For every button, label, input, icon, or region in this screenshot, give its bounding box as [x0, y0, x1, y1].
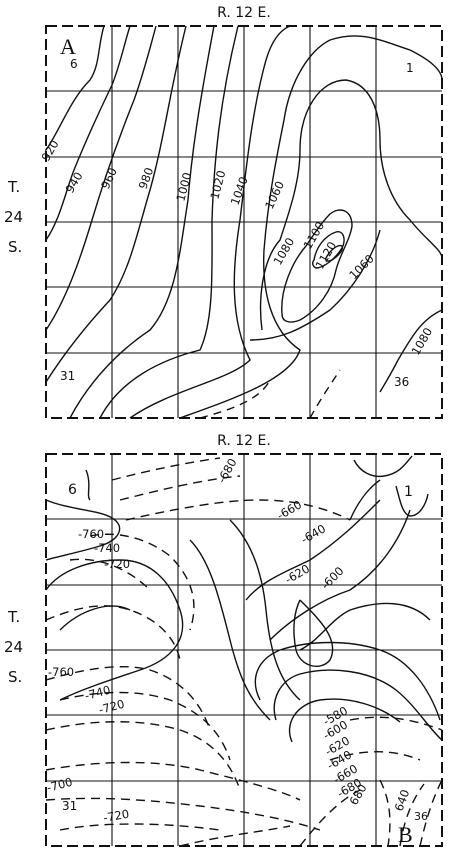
section-6-b: 6 [68, 482, 77, 498]
township-num-b: 24 [4, 638, 23, 656]
section-31-b: 31 [62, 799, 77, 813]
contour-label-n700: -700 [45, 775, 74, 795]
contour-label-980: 980 [136, 166, 157, 191]
section-1-a: 1 [406, 61, 414, 75]
contour-label-n720-low: -720 [102, 807, 130, 825]
contour-labels-b: -680 -660 -640 -620 -600 -760 -740 -720 … [45, 456, 412, 825]
range-label-b: R. 12 E. [217, 433, 271, 449]
contour-lines-b [45, 455, 443, 743]
section-31-a: 31 [60, 369, 75, 383]
panel-letter-b: B [398, 822, 413, 847]
contour-label-n740-top: -740 [94, 541, 120, 555]
dashed-contours-b [45, 457, 443, 847]
contour-label-n760-top: -760 [78, 527, 104, 541]
contour-label-n680-top: -680 [214, 456, 239, 486]
map-a: R. 12 E. T. 24 S. A 6 1 31 36 [4, 5, 443, 419]
contour-label-n760-mid: -760 [48, 665, 74, 679]
contour-label-1000: 1000 [173, 171, 194, 203]
contour-label-920: 920 [38, 137, 61, 163]
township-s-a: S. [8, 238, 22, 256]
contour-label-n640-top: -640 [299, 521, 329, 546]
township-num-a: 24 [4, 208, 23, 226]
contour-label-1060: 1060 [262, 179, 287, 211]
contour-label-1060-b: 1060 [346, 252, 377, 283]
map-b: R. 12 E. T. 24 S. 6 1 31 36 B [4, 433, 443, 847]
contour-label-1040: 1040 [228, 175, 251, 207]
range-label-a: R. 12 E. [217, 5, 271, 21]
dashed-contours-a [199, 369, 341, 419]
section-36-a: 36 [394, 375, 409, 389]
contour-label-960: 960 [98, 165, 120, 191]
contour-lines-a [45, 25, 443, 419]
contour-label-n720-mid: -720 [97, 697, 126, 717]
contour-label-n620-top: -620 [283, 561, 313, 586]
section-36-b: 36 [414, 810, 428, 823]
section-grid-a [46, 26, 442, 418]
contour-label-n720-top: -720 [104, 557, 130, 571]
contour-label-1020: 1020 [207, 169, 228, 201]
section-6-a: 6 [70, 57, 78, 71]
contour-label-940: 940 [62, 169, 85, 195]
contour-label-n600-top: -600 [318, 564, 346, 592]
township-t-b: T. [7, 608, 20, 626]
township-t-a: T. [7, 178, 20, 196]
section-1-b: 1 [404, 484, 413, 500]
township-s-b: S. [8, 668, 22, 686]
panel-letter-a: A [60, 34, 76, 59]
contour-label-n740-mid: -740 [83, 683, 112, 703]
contour-label-1080: 1080 [270, 235, 297, 267]
